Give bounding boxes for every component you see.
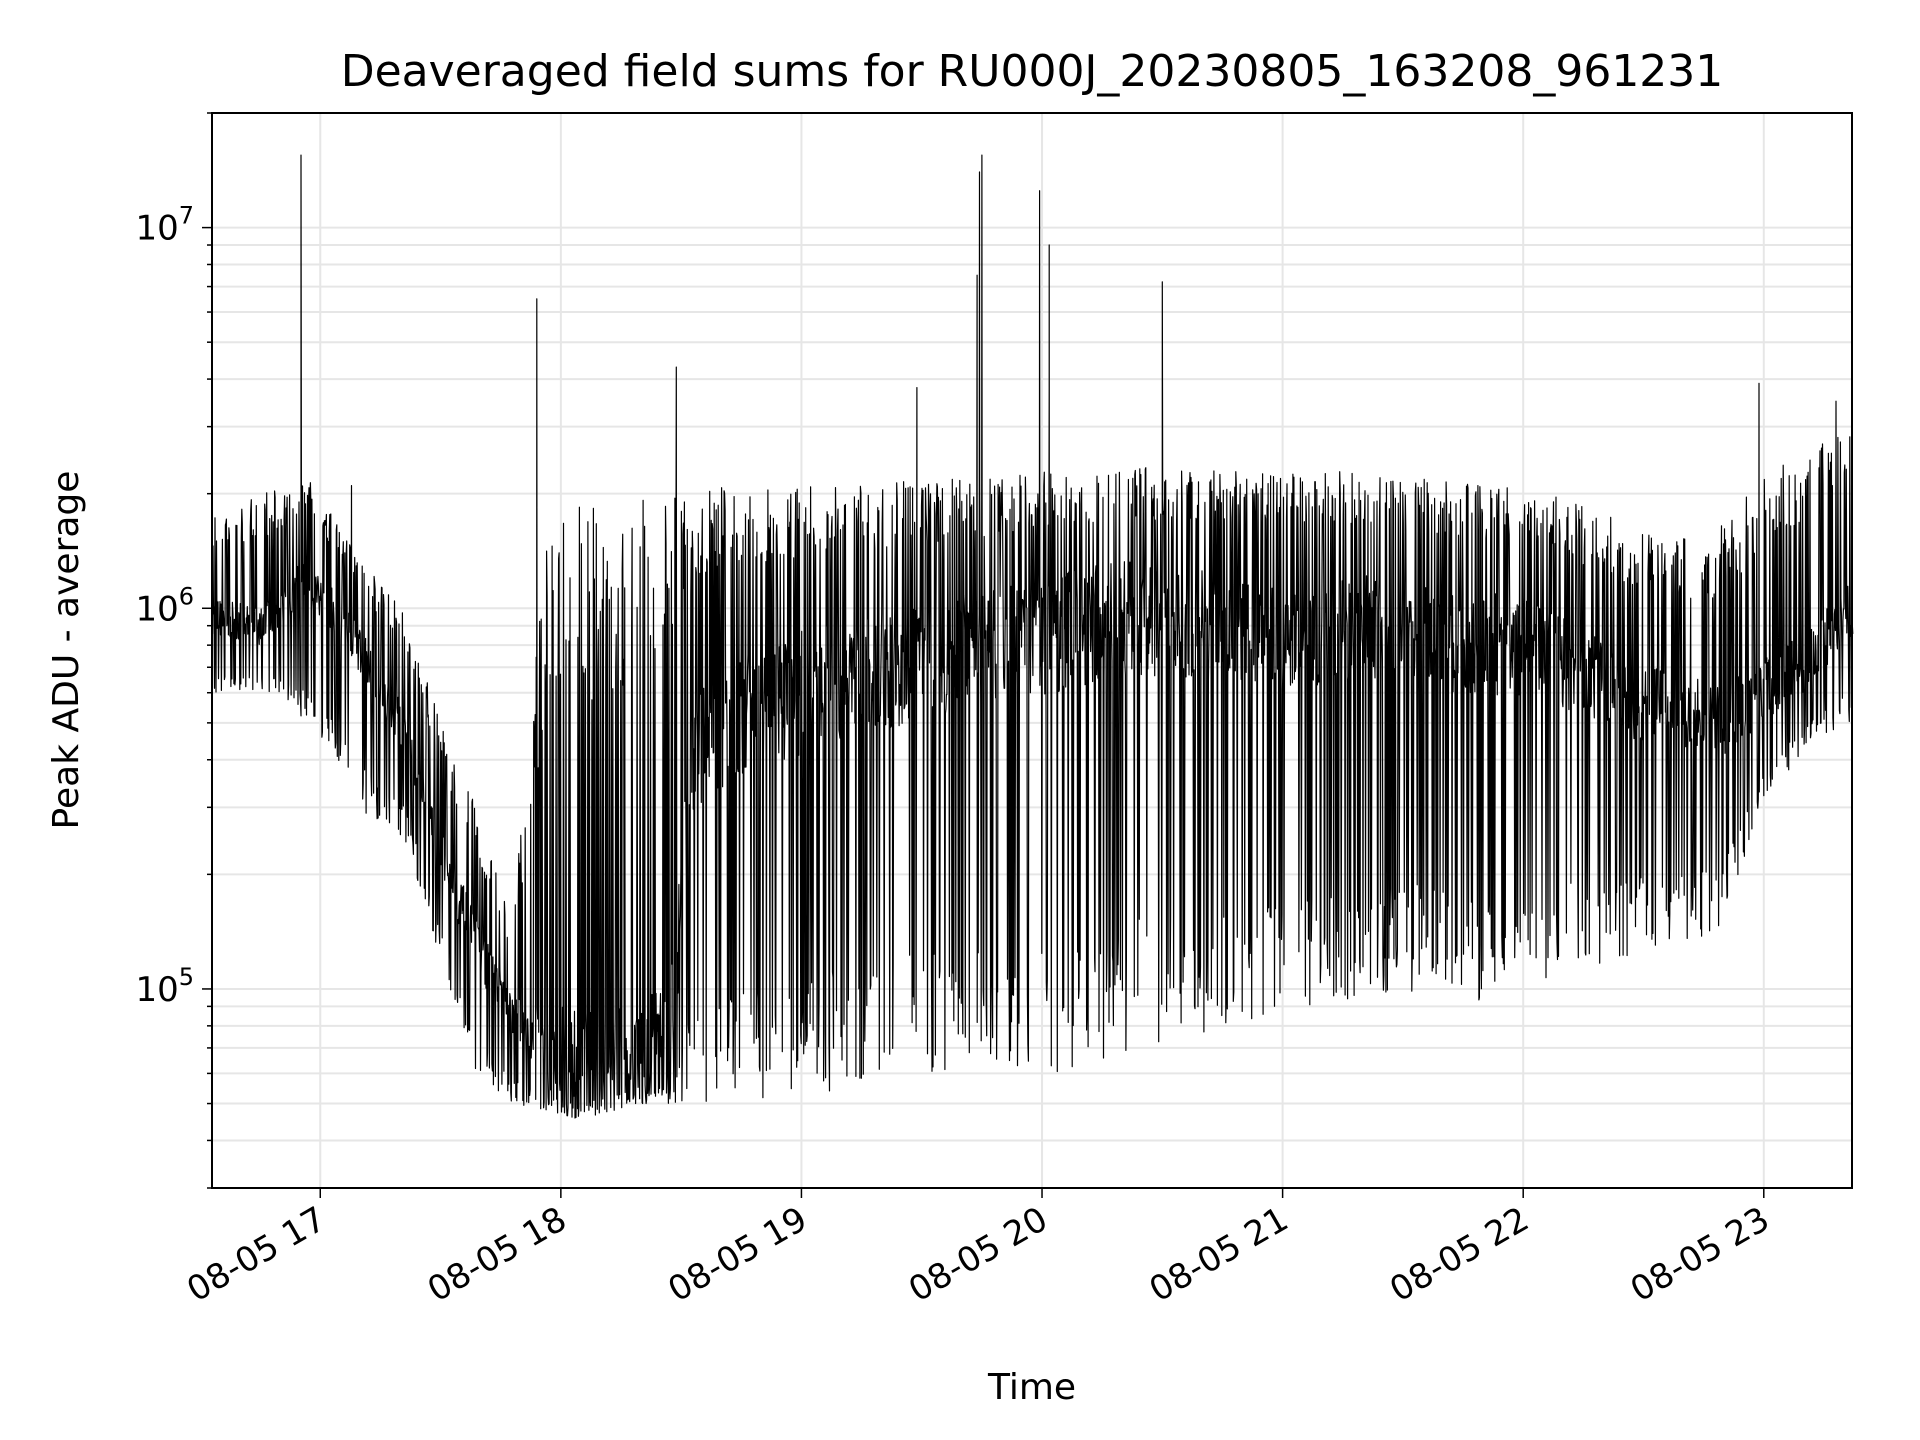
x-tick-label: 08-05 19 xyxy=(662,1199,814,1310)
x-tick-label: 08-05 22 xyxy=(1383,1199,1535,1310)
y-tick-exponent: 6 xyxy=(179,582,194,610)
plot-frame xyxy=(211,112,1853,1189)
y-tick-exponent: 5 xyxy=(179,963,194,991)
y-tick-base: 10 xyxy=(135,589,178,629)
x-tick-label: 08-05 20 xyxy=(902,1199,1054,1310)
x-tick-label: 08-05 17 xyxy=(180,1199,332,1310)
y-tick-base: 10 xyxy=(135,970,178,1010)
plot-area xyxy=(211,154,1854,1119)
series-line xyxy=(211,154,1854,1119)
x-axis: 08-05 17 08-05 18 08-05 19 08-05 20 08-05 21… xyxy=(180,1188,1776,1310)
y-tick-label: 105 xyxy=(135,963,194,1010)
y-tick-label: 107 xyxy=(135,202,194,249)
x-tick-label: 08-05 23 xyxy=(1624,1199,1776,1310)
chart-title: Deaveraged field sums for RU000J_2023080… xyxy=(341,46,1724,97)
x-tick-label: 08-05 21 xyxy=(1143,1199,1295,1310)
y-tick-base: 10 xyxy=(135,209,178,249)
x-axis-label: Time xyxy=(987,1367,1076,1408)
x-tick-label: 08-05 18 xyxy=(421,1199,573,1310)
y-axis-label: Peak ADU - average xyxy=(46,471,87,830)
y-tick-label: 106 xyxy=(135,582,194,629)
y-tick-exponent: 7 xyxy=(179,202,194,230)
